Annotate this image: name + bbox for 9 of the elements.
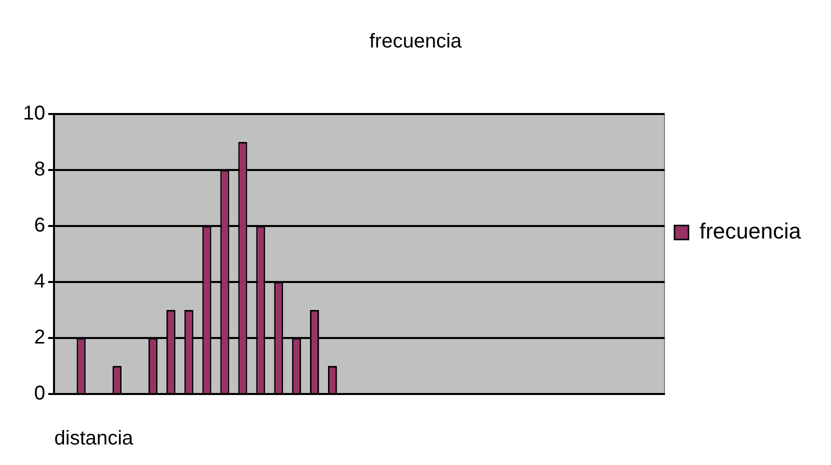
y-tick-label: 10 xyxy=(22,102,46,125)
y-tick-label: 6 xyxy=(34,214,46,237)
y-tick-label: 2 xyxy=(34,326,46,349)
y-tick-label: 0 xyxy=(34,382,46,405)
chart-title: frecuencia xyxy=(369,30,463,53)
y-tick-label: 8 xyxy=(34,158,46,181)
x-axis-title: distancia xyxy=(54,428,134,450)
y-tick-label: 4 xyxy=(34,270,46,293)
legend-label: frecuencia xyxy=(699,218,802,244)
